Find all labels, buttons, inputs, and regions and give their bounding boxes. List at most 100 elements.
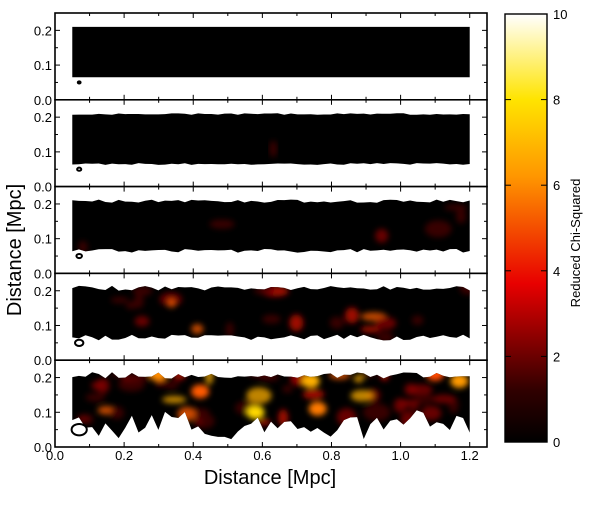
- y-tick-label: 0.2: [34, 110, 52, 125]
- x-tick-label: 0.8: [322, 448, 340, 463]
- y-tick-label: 0.2: [34, 284, 52, 299]
- hotspot: [149, 372, 168, 382]
- x-tick-label: 0.2: [115, 448, 133, 463]
- x-tick-label: 0.0: [46, 448, 64, 463]
- hotspot: [455, 209, 467, 224]
- colorbar-tick-label: 6: [553, 178, 560, 193]
- hotspots: [77, 372, 469, 429]
- x-tick-label: 1.0: [392, 448, 410, 463]
- hotspot: [204, 372, 214, 385]
- hotspot: [432, 394, 455, 404]
- map-footprint: [72, 26, 470, 78]
- colorbar-gradient: [504, 13, 548, 443]
- beam-circle: [70, 422, 88, 437]
- hotspot: [350, 389, 374, 402]
- y-tick-label: 0.0: [34, 180, 52, 195]
- colorbar-tick-label: 4: [553, 264, 560, 279]
- hotspot: [376, 331, 394, 341]
- x-tick-label: 0.6: [253, 448, 271, 463]
- hotspot: [301, 374, 320, 389]
- hotspot: [282, 385, 293, 393]
- hotspot: [411, 315, 424, 326]
- map-footprint: [72, 199, 470, 253]
- hotspot: [91, 380, 105, 391]
- hotspot: [262, 314, 281, 324]
- hotspot: [424, 220, 452, 238]
- hotspot: [408, 384, 433, 395]
- hotspot: [118, 377, 145, 392]
- x-axis-label: Distance [Mpc]: [204, 467, 336, 489]
- hotspot: [360, 326, 381, 333]
- y-axis-label: Distance [Mpc]: [4, 184, 26, 316]
- hotspot: [269, 140, 278, 158]
- y-tick-label: 0.2: [34, 371, 52, 386]
- hotspot: [84, 414, 93, 425]
- hotspot: [132, 285, 153, 296]
- y-tick-label: 0.2: [34, 197, 52, 212]
- hotspot: [163, 380, 179, 390]
- colorbar-tick-label: 2: [553, 349, 560, 364]
- beam-circle: [76, 80, 82, 85]
- hotspot: [110, 296, 129, 304]
- y-tick-label: 0.1: [34, 318, 52, 333]
- panel-4: 0.0 0.1 0.2: [34, 272, 488, 368]
- x-axis: 0.0 0.2 0.4 0.6 0.8 1.0 1.2: [46, 448, 479, 463]
- map-footprint: [72, 113, 470, 165]
- hotspot: [246, 387, 272, 404]
- y-tick-label: 0.0: [34, 93, 52, 108]
- y-tick-label: 0.0: [34, 266, 52, 281]
- hotspot: [289, 314, 304, 332]
- hotspots: [78, 204, 468, 253]
- y-tick-label: 0.1: [34, 58, 52, 73]
- hotspot: [363, 403, 391, 422]
- colorbar-label: Reduced Chi-Squared: [568, 179, 583, 308]
- hotspot: [329, 316, 345, 329]
- hotspot: [393, 398, 407, 413]
- y-tick-label: 0.1: [34, 405, 52, 420]
- beam-circle: [74, 338, 85, 347]
- hotspot: [209, 219, 235, 229]
- hotspot: [110, 406, 125, 420]
- panel-3: 0.0 0.1 0.2: [34, 185, 488, 281]
- hotspot: [426, 372, 445, 382]
- hotspot: [414, 392, 433, 405]
- y-tick-label: 0.1: [34, 145, 52, 160]
- panel-5: 0.0 0.1 0.2: [34, 359, 488, 455]
- panel-frame: [54, 359, 488, 448]
- hotspot: [375, 228, 389, 243]
- x-tick-label: 1.2: [461, 448, 479, 463]
- x-tick-label: 0.4: [184, 448, 202, 463]
- panel-stack: 0.00.10.20.00.10.20.00.10.20.00.10.20.00…: [34, 12, 488, 455]
- colorbar-tick-label: 0: [553, 435, 560, 450]
- y-tick-label: 0.2: [34, 23, 52, 38]
- hotspot: [302, 389, 325, 400]
- hotspot: [246, 405, 265, 420]
- hotspot: [85, 393, 106, 402]
- panel-2: 0.0 0.1 0.2: [34, 99, 488, 195]
- y-tick-label: 0.0: [34, 353, 52, 368]
- hotspot: [191, 384, 210, 399]
- hotspot: [194, 413, 215, 429]
- hotspot: [308, 401, 327, 416]
- beam-circle: [75, 252, 83, 260]
- colorbar: 0 2 4 6 8 10: [504, 7, 567, 450]
- beam-circle: [76, 166, 83, 172]
- hotspot: [134, 315, 150, 327]
- hotspot: [191, 323, 204, 335]
- y-tick-label: 0.1: [34, 232, 52, 247]
- hotspot: [257, 418, 271, 426]
- hotspot: [421, 405, 442, 421]
- hotspot: [444, 204, 468, 211]
- hotspot: [167, 298, 176, 308]
- colorbar-tick-label: 8: [553, 93, 560, 108]
- hotspot: [225, 322, 234, 338]
- panel-1: 0.0 0.1 0.2: [34, 12, 488, 108]
- hotspots: [269, 140, 278, 158]
- hotspot: [375, 316, 397, 330]
- hotspot: [353, 375, 364, 383]
- hotspot: [450, 374, 469, 389]
- hotspot: [345, 307, 359, 324]
- y-tick-label: 0.0: [34, 440, 52, 455]
- colorbar-tick-label: 10: [553, 7, 567, 22]
